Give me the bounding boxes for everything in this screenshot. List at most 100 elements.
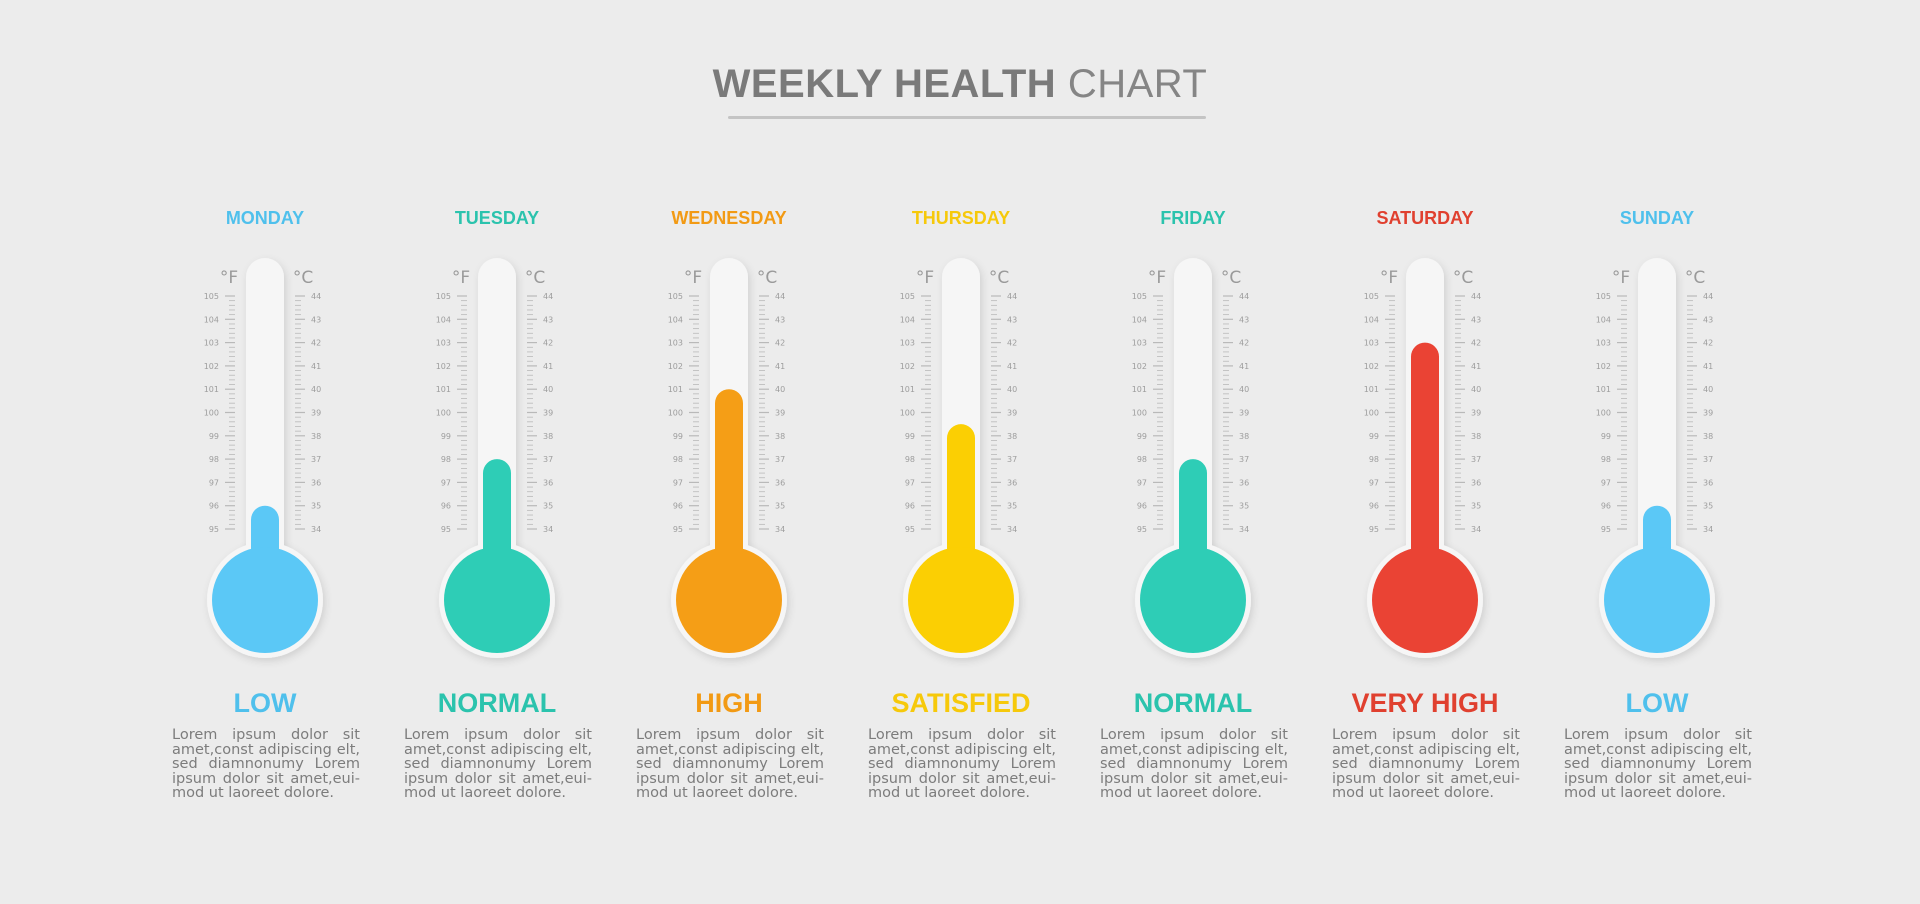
mercury-column (715, 389, 743, 600)
tick-label-f: 102 (1364, 362, 1379, 371)
thermometer-thursday: THURSDAY °F °C 105 104 103 102 101 100 99 98 97 96 95… (891, 208, 1030, 718)
description-line: Lorem ipsum dolor sit (1100, 727, 1288, 743)
tick-label-c: 42 (1007, 339, 1017, 348)
tick-label-f: 105 (668, 292, 683, 301)
mercury-bulb (908, 547, 1014, 653)
tick-label-f: 103 (436, 339, 451, 348)
tick-label-f: 97 (1137, 478, 1147, 487)
tick-label-c: 37 (543, 455, 553, 464)
fahrenheit-unit: °F (220, 268, 238, 288)
description-line: mod ut laoreet dolore. (1564, 785, 1727, 801)
status-label: LOW (1626, 688, 1689, 718)
day-label: THURSDAY (912, 208, 1010, 228)
tick-label-f: 105 (1364, 292, 1379, 301)
tick-label-f: 99 (1137, 432, 1147, 441)
fahrenheit-unit: °F (452, 268, 470, 288)
tick-label-f: 101 (1364, 385, 1379, 394)
tick-label-f: 98 (673, 455, 683, 464)
tick-label-c: 39 (1703, 409, 1713, 418)
tick-label-c: 42 (311, 339, 321, 348)
scale-ticks: 105 104 103 102 101 100 99 98 97 96 95 44 43 42 41 40 39… (436, 292, 553, 534)
tick-label-f: 96 (1137, 502, 1147, 511)
description-line: sed diamnonumy Lorem (636, 756, 824, 772)
tick-label-f: 101 (204, 385, 219, 394)
description-line: Lorem ipsum dolor sit (1332, 727, 1520, 743)
description-line: sed diamnonumy Lorem (1564, 756, 1752, 772)
scale-ticks: 105 104 103 102 101 100 99 98 97 96 95 44 43 42 41 40 39… (1132, 292, 1249, 534)
tick-label-f: 95 (905, 525, 915, 534)
tick-label-f: 100 (204, 409, 219, 418)
description-line: mod ut laoreet dolore. (636, 785, 799, 801)
mercury-bulb (212, 547, 318, 653)
tick-label-f: 102 (1596, 362, 1611, 371)
description-line: sed diamnonumy Lorem (172, 756, 360, 772)
tick-label-f: 101 (900, 385, 915, 394)
description-line: mod ut laoreet dolore. (404, 785, 567, 801)
fahrenheit-unit: °F (1380, 268, 1398, 288)
mercury-bulb (1372, 547, 1478, 653)
tick-label-f: 97 (1369, 478, 1379, 487)
tick-label-f: 97 (673, 478, 683, 487)
tick-label-c: 36 (1007, 478, 1017, 487)
tick-label-f: 98 (905, 455, 915, 464)
day-label: SUNDAY (1620, 208, 1694, 228)
description-line: ipsum dolor sit amet,eui- (636, 770, 824, 787)
tick-label-c: 42 (1703, 339, 1713, 348)
tick-label-f: 100 (900, 409, 915, 418)
status-label: HIGH (695, 688, 763, 718)
scale-ticks: 105 104 103 102 101 100 99 98 97 96 95 44 43 42 41 40 39… (1364, 292, 1481, 534)
tick-label-f: 96 (209, 502, 219, 511)
tick-label-c: 40 (775, 385, 785, 394)
tick-label-f: 98 (1137, 455, 1147, 464)
tick-label-f: 98 (209, 455, 219, 464)
day-label: WEDNESDAY (671, 208, 786, 228)
status-label: SATISFIED (891, 688, 1030, 718)
tick-label-c: 44 (543, 292, 553, 301)
scale-ticks: 105 104 103 102 101 100 99 98 97 96 95 44 43 42 41 40 39… (900, 292, 1017, 534)
description-line: ipsum dolor sit amet,eui- (404, 770, 592, 787)
mercury-bulb (1604, 547, 1710, 653)
description-line: ipsum dolor sit amet,eui- (1564, 770, 1752, 787)
tick-label-c: 35 (1007, 502, 1017, 511)
tick-label-f: 104 (204, 315, 219, 324)
thermometer-friday: FRIDAY °F °C 105 104 103 102 101 100 99 98 97 96 95 44… (1132, 208, 1253, 718)
mercury-bulb (1140, 547, 1246, 653)
description-thursday: Lorem ipsum dolor sit amet,const adipisci… (868, 728, 1056, 801)
description-line: ipsum dolor sit amet,eui- (1332, 770, 1520, 787)
tick-label-f: 103 (1364, 339, 1379, 348)
celsius-unit: °C (1685, 268, 1705, 288)
thermometer-saturday: SATURDAY °F °C 105 104 103 102 101 100 99 98 97 96 95… (1351, 208, 1498, 718)
tick-label-c: 39 (1239, 409, 1249, 418)
tick-label-c: 44 (1007, 292, 1017, 301)
tick-label-f: 105 (436, 292, 451, 301)
tick-label-c: 37 (1239, 455, 1249, 464)
tick-label-f: 103 (900, 339, 915, 348)
tick-label-f: 105 (1596, 292, 1611, 301)
tick-label-c: 37 (775, 455, 785, 464)
tick-label-c: 36 (1471, 478, 1481, 487)
tick-label-c: 35 (775, 502, 785, 511)
tick-label-f: 98 (441, 455, 451, 464)
tick-label-f: 102 (900, 362, 915, 371)
tick-label-c: 41 (775, 362, 785, 371)
tick-label-f: 98 (1601, 455, 1611, 464)
tick-label-f: 99 (673, 432, 683, 441)
thermometer-tuesday: TUESDAY °F °C 105 104 103 102 101 100 99 98 97 96 95 4… (436, 208, 557, 718)
tick-label-c: 38 (1007, 432, 1017, 441)
tick-label-c: 35 (1703, 502, 1713, 511)
tick-label-c: 38 (1471, 432, 1481, 441)
tick-label-c: 38 (543, 432, 553, 441)
description-line: amet,const adipiscing elt, (636, 741, 824, 758)
day-label: FRIDAY (1160, 208, 1225, 228)
day-label: MONDAY (226, 208, 304, 228)
tick-label-f: 105 (204, 292, 219, 301)
tick-label-f: 100 (436, 409, 451, 418)
thermometer-wednesday: WEDNESDAY °F °C 105 104 103 102 101 100 99 98 97 96 9… (668, 208, 787, 718)
description-line: sed diamnonumy Lorem (404, 756, 592, 772)
title-light: CHART (1067, 62, 1208, 106)
tick-label-c: 37 (1471, 455, 1481, 464)
tick-label-c: 35 (311, 502, 321, 511)
description-sunday: Lorem ipsum dolor sit amet,const adipisci… (1564, 728, 1752, 801)
tick-label-c: 43 (1471, 315, 1481, 324)
